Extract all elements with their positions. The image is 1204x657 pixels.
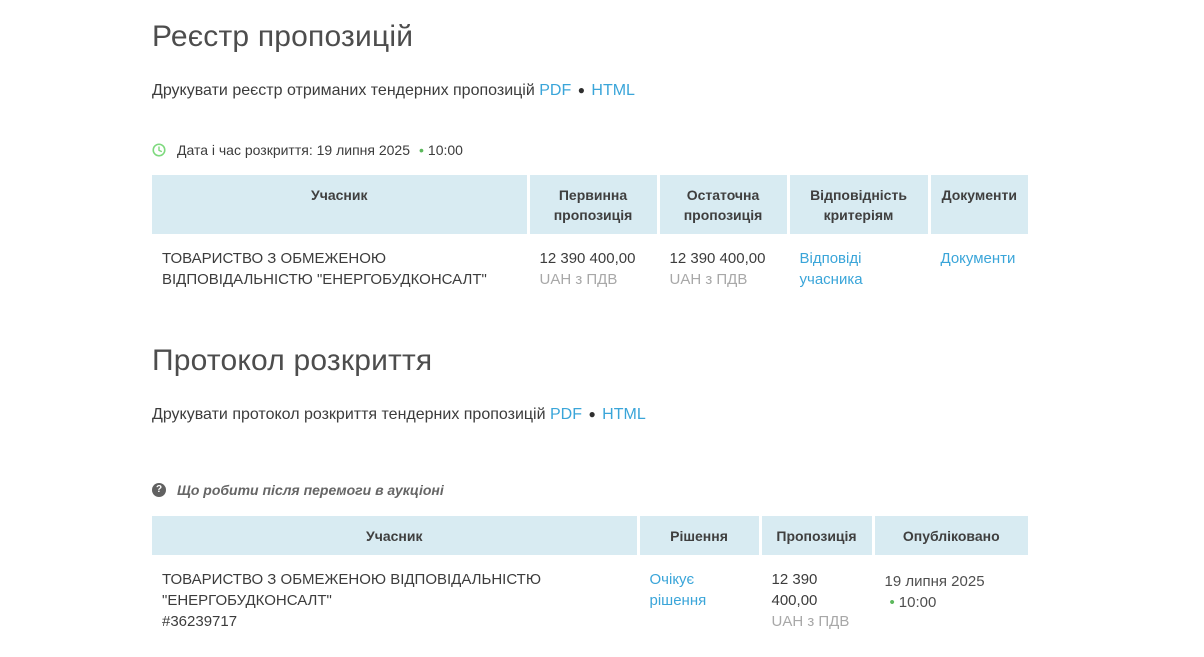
participant-id: #36239717 xyxy=(162,613,238,631)
disclosure-date: 19 липня 2025 xyxy=(316,142,411,159)
criteria-cell: Відповіді учасника xyxy=(786,233,929,301)
green-bullet: • xyxy=(889,593,895,611)
published-time-line: • 10:00 xyxy=(885,592,1019,613)
published-time: 10:00 xyxy=(898,593,937,611)
register-pdf-link[interactable]: PDF xyxy=(539,81,572,99)
disclosure-label: Дата і час розкриття: xyxy=(177,142,313,159)
col-header-initial-bid: Первинна пропозиція xyxy=(526,175,658,234)
awaiting-decision-link[interactable]: Очікує рішення xyxy=(649,570,707,609)
auction-help-link[interactable]: Що робити після перемоги в аукціоні xyxy=(177,482,444,499)
col-header-participant: Учасник xyxy=(152,516,638,555)
col-header-bid: Пропозиція xyxy=(758,516,873,555)
protocol-print-text: Друкувати протокол розкриття тендерних п… xyxy=(152,405,546,423)
dot-separator: ● xyxy=(577,82,585,97)
clock-icon xyxy=(152,143,166,157)
protocol-section-title: Протокол розкриття xyxy=(152,344,433,378)
bid-currency: UAH з ПДВ xyxy=(771,613,850,631)
col-header-criteria: Відповідність критеріям xyxy=(786,175,929,234)
final-bid-currency: UAH з ПДВ xyxy=(669,270,748,288)
register-print-text: Друкувати реєстр отриманих тендерних про… xyxy=(152,81,535,99)
disclosure-datetime-line: Дата і час розкриття: 19 липня 2025 • 10… xyxy=(152,142,1030,158)
participant-answers-link[interactable]: Відповіді учасника xyxy=(799,249,863,288)
participant-name-line: ВІДПОВІДАЛЬНІСТЮ "ЕНЕРГОБУДКОНСАЛТ" xyxy=(162,270,487,288)
auction-help-line: ? Що робити після перемоги в аукціоні xyxy=(152,482,1030,498)
participant-cell: ТОВАРИСТВО З ОБМЕЖЕНОЮ ВІДПОВІДАЛЬНІСТЮ … xyxy=(152,234,528,301)
bid-cell: 12 390 400,00 UAH з ПДВ xyxy=(758,554,873,643)
participant-name-line: ТОВАРИСТВО З ОБМЕЖЕНОЮ ВІДПОВІДАЛЬНІСТЮ xyxy=(162,570,541,588)
protocol-pdf-link[interactable]: PDF xyxy=(550,405,582,423)
green-bullet: • xyxy=(419,142,424,159)
published-cell: 19 липня 2025 • 10:00 xyxy=(871,554,1028,643)
register-table-row: ТОВАРИСТВО З ОБМЕЖЕНОЮ ВІДПОВІДАЛЬНІСТЮ … xyxy=(152,233,1028,301)
col-header-final-bid: Остаточна пропозиція xyxy=(656,175,788,234)
register-html-link[interactable]: HTML xyxy=(591,81,635,99)
final-bid-amount: 12 390 400,00 xyxy=(669,249,766,267)
final-bid-cell: 12 390 400,00 UAH з ПДВ xyxy=(656,233,788,301)
protocol-html-link[interactable]: HTML xyxy=(602,405,646,423)
documents-cell: Документи xyxy=(927,233,1028,301)
col-header-participant: Учасник xyxy=(152,175,528,234)
published-date: 19 липня 2025 xyxy=(884,572,985,590)
documents-link[interactable]: Документи xyxy=(940,249,1016,267)
tender-page: Реєстр пропозицій Друкувати реєстр отрим… xyxy=(152,18,1030,643)
register-header-row: Учасник Первинна пропозиція Остаточна пр… xyxy=(152,175,1028,234)
register-section-title: Реєстр пропозицій xyxy=(152,20,414,53)
initial-bid-amount: 12 390 400,00 xyxy=(539,249,636,267)
question-mark-icon[interactable]: ? xyxy=(152,483,166,498)
decision-cell: Очікує рішення xyxy=(636,554,760,643)
participant-name-line: ТОВАРИСТВО З ОБМЕЖЕНОЮ xyxy=(162,249,387,267)
initial-bid-cell: 12 390 400,00 UAH з ПДВ xyxy=(526,233,658,301)
initial-bid-currency: UAH з ПДВ xyxy=(539,270,618,288)
disclosure-protocol-section: Протокол розкриття Друкувати протокол ро… xyxy=(152,342,1030,643)
protocol-header-row: Учасник Рішення Пропозиція Опубліковано xyxy=(152,516,1028,555)
protocol-table-row: ТОВАРИСТВО З ОБМЕЖЕНОЮ ВІДПОВІДАЛЬНІСТЮ … xyxy=(152,554,1028,643)
participant-name-line: "ЕНЕРГОБУДКОНСАЛТ" xyxy=(162,591,332,609)
bid-amount: 12 390 400,00 xyxy=(771,570,818,609)
col-header-published: Опубліковано xyxy=(871,516,1028,555)
disclosure-protocol-table: Учасник Рішення Пропозиція Опубліковано … xyxy=(152,516,1028,643)
dot-separator: ● xyxy=(588,406,596,421)
protocol-print-line: Друкувати протокол розкриття тендерних п… xyxy=(152,404,1030,426)
bids-register-table: Учасник Первинна пропозиція Остаточна пр… xyxy=(152,175,1028,301)
disclosure-time: 10:00 xyxy=(427,142,463,159)
bids-register-section: Реєстр пропозицій Друкувати реєстр отрим… xyxy=(152,18,1030,301)
col-header-documents: Документи xyxy=(927,175,1028,234)
col-header-decision: Рішення xyxy=(636,516,760,555)
register-print-line: Друкувати реєстр отриманих тендерних про… xyxy=(152,80,1030,102)
participant-cell: ТОВАРИСТВО З ОБМЕЖЕНОЮ ВІДПОВІДАЛЬНІСТЮ … xyxy=(152,555,638,643)
